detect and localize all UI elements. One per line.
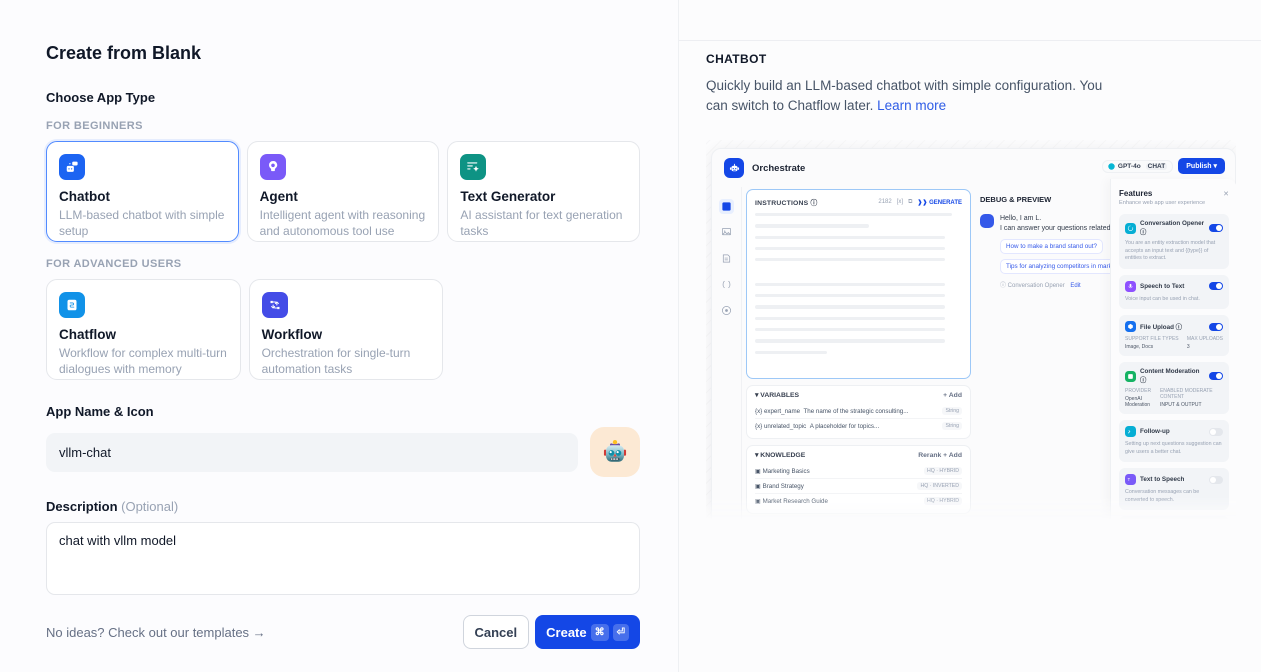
svg-text:T: T <box>1128 477 1131 482</box>
